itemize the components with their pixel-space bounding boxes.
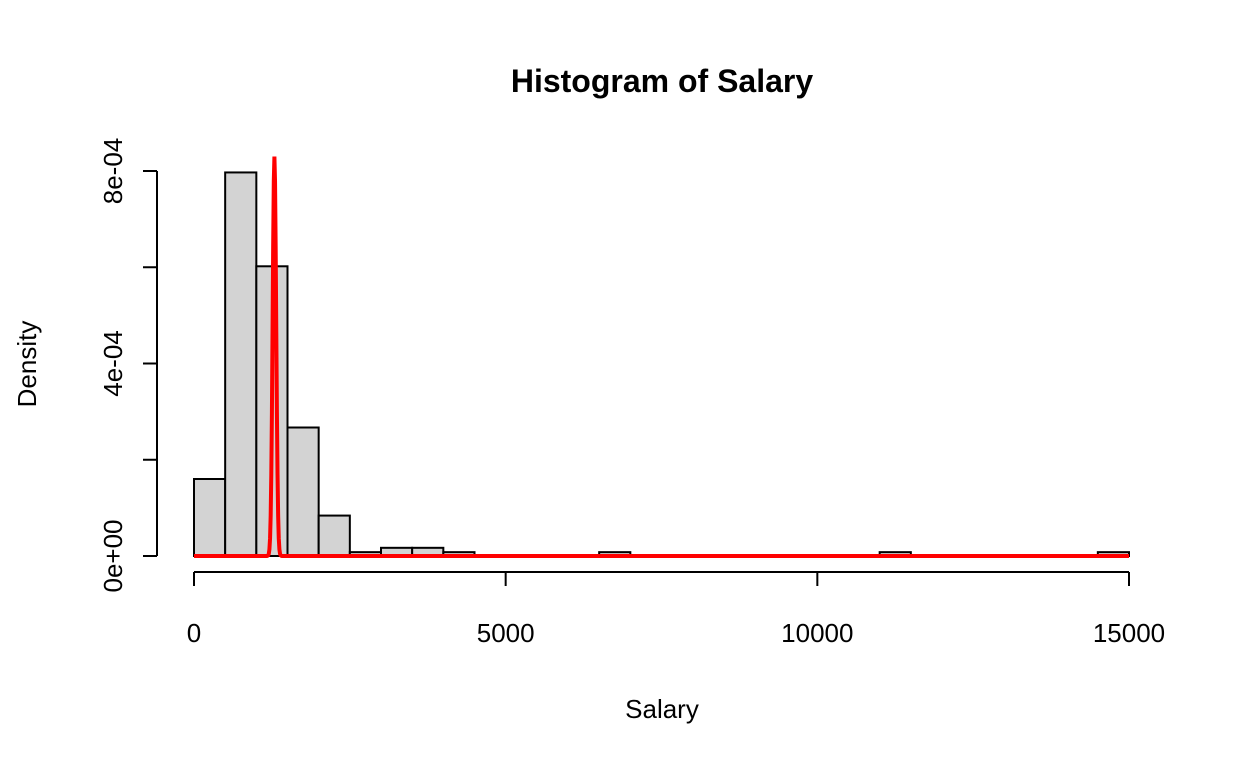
y-tick-label-0: 0e+00 bbox=[98, 519, 128, 592]
y-axis-label: Density bbox=[12, 321, 42, 408]
x-tick-label-0: 0 bbox=[187, 618, 201, 648]
x-tick-label-2: 10000 bbox=[781, 618, 853, 648]
x-axis: 0 5000 10000 15000 bbox=[187, 571, 1165, 648]
density-curve-line bbox=[194, 156, 1129, 558]
histogram-bar-1 bbox=[224, 171, 258, 557]
x-tick-label-3: 15000 bbox=[1093, 618, 1165, 648]
histogram-bar-4 bbox=[317, 514, 351, 558]
histogram-bar-0 bbox=[193, 478, 227, 557]
bars-group bbox=[193, 171, 1131, 558]
y-tick-label-2: 4e-04 bbox=[98, 330, 128, 397]
histogram-bar-3 bbox=[286, 426, 320, 557]
chart-title: Histogram of Salary bbox=[511, 63, 814, 99]
x-tick-label-1: 5000 bbox=[477, 618, 535, 648]
y-tick-label-4: 8e-04 bbox=[98, 138, 128, 205]
density-curve-group bbox=[194, 156, 1129, 558]
x-axis-label: Salary bbox=[625, 694, 699, 724]
y-axis: 0e+00 4e-04 8e-04 bbox=[98, 138, 158, 593]
